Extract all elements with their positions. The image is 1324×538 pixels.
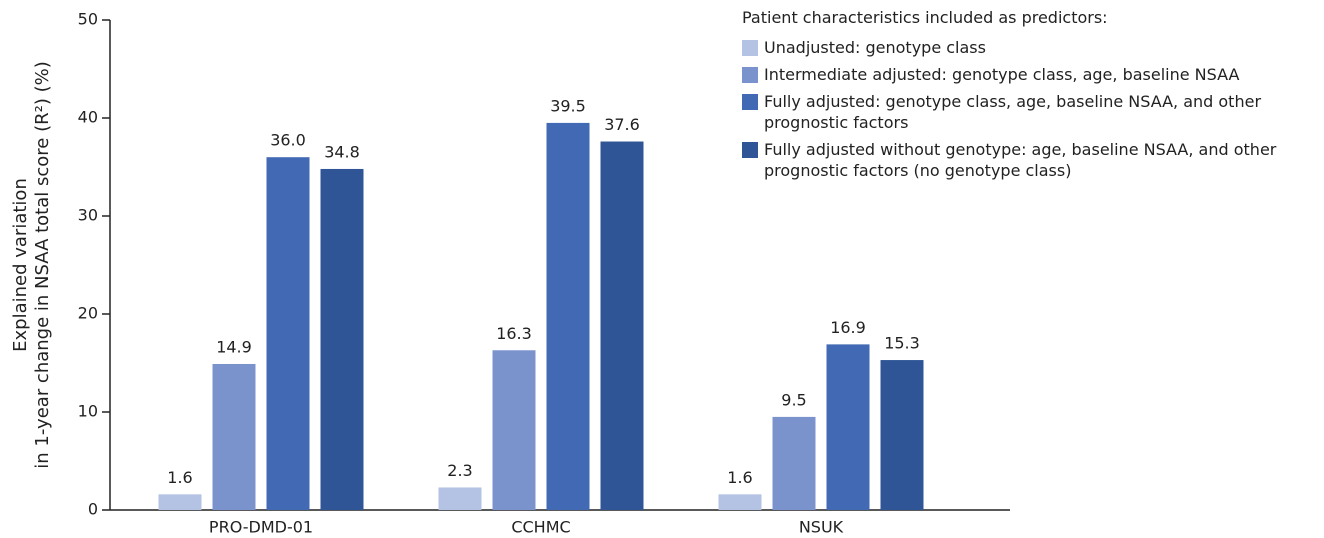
bar <box>320 168 364 510</box>
legend-item: Fully adjusted: genotype class, age, bas… <box>742 91 1322 133</box>
y-tick-label: 10 <box>78 402 98 421</box>
data-label: 16.3 <box>496 324 532 343</box>
y-tick-label: 50 <box>78 10 98 29</box>
x-tick-label: NSUK <box>799 518 844 537</box>
data-label: 15.3 <box>884 334 920 353</box>
y-tick-label: 30 <box>78 206 98 225</box>
x-tick-label: PRO-DMD-01 <box>209 518 313 537</box>
data-label: 2.3 <box>447 461 472 480</box>
data-label: 36.0 <box>270 131 306 150</box>
data-label: 34.8 <box>324 142 360 161</box>
bar <box>438 487 482 510</box>
y-axis-label-line: Explained variation <box>10 178 31 352</box>
legend-label: Fully adjusted: genotype class, age, bas… <box>764 92 1262 132</box>
bar <box>718 494 762 510</box>
legend-item: Fully adjusted without genotype: age, ba… <box>742 139 1322 181</box>
legend-swatch <box>742 142 758 158</box>
legend-title: Patient characteristics included as pred… <box>742 8 1108 27</box>
data-label: 14.9 <box>216 337 252 356</box>
y-axis-label-line: in 1-year change in NSAA total score (R²… <box>32 61 53 468</box>
bar <box>880 360 924 510</box>
legend: Patient characteristics included as pred… <box>742 8 1322 187</box>
bar <box>826 344 870 510</box>
data-label: 1.6 <box>167 468 192 487</box>
bar <box>266 157 310 510</box>
y-axis-label: Explained variationin 1-year change in N… <box>10 61 53 468</box>
bar <box>212 363 256 510</box>
bar <box>600 141 644 510</box>
legend-swatch <box>742 40 758 56</box>
y-tick-label: 40 <box>78 108 98 127</box>
legend-swatch <box>742 94 758 110</box>
data-label: 16.9 <box>830 318 866 337</box>
legend-item: Unadjusted: genotype class <box>742 37 1322 58</box>
bar <box>772 416 816 510</box>
data-label: 1.6 <box>727 468 752 487</box>
legend-label: Fully adjusted without genotype: age, ba… <box>764 140 1277 180</box>
data-label: 39.5 <box>550 96 586 115</box>
legend-label: Unadjusted: genotype class <box>764 38 986 57</box>
bar <box>546 122 590 511</box>
y-tick-label: 0 <box>88 500 98 519</box>
legend-item: Intermediate adjusted: genotype class, a… <box>742 64 1322 85</box>
legend-swatch <box>742 67 758 83</box>
bar <box>158 494 202 510</box>
data-label: 37.6 <box>604 115 640 134</box>
bar <box>492 350 536 510</box>
data-label: 9.5 <box>781 390 806 409</box>
legend-label: Intermediate adjusted: genotype class, a… <box>764 65 1240 84</box>
x-tick-label: CCHMC <box>511 518 570 537</box>
y-tick-label: 20 <box>78 304 98 323</box>
